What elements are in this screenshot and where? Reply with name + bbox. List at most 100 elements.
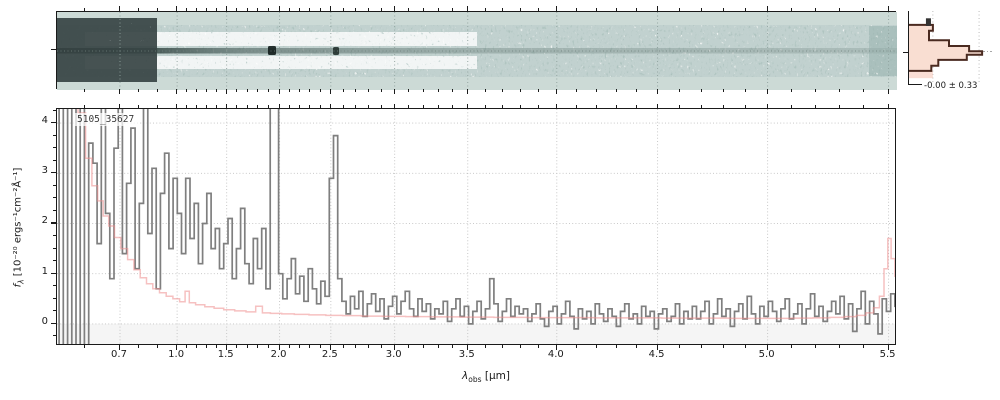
x-minor-tick-top	[422, 105, 424, 108]
y-minor-tick	[53, 134, 56, 136]
x-minor-tick-top	[596, 105, 598, 108]
spec2d-bottom-tick	[656, 89, 658, 94]
spec2d-bottom-minor-tick	[215, 89, 217, 92]
y-tick-label: 2	[41, 215, 48, 227]
spec2d-bottom-minor-tick	[636, 89, 638, 92]
x-minor-tick-top	[815, 105, 817, 108]
spec2d-top-minor-tick	[309, 8, 311, 11]
x-minor-tick	[596, 345, 598, 348]
x-minor-tick-top	[236, 105, 238, 108]
spec2d-top-minor-tick	[815, 8, 817, 11]
x-major-tick	[176, 345, 178, 350]
x-minor-tick-top	[744, 105, 746, 108]
y-axis-subscript: λ	[16, 279, 26, 284]
x-major-tick	[555, 345, 557, 350]
x-minor-tick-top	[380, 105, 382, 108]
spec2d-top-tick	[329, 6, 331, 11]
y-minor-tick	[53, 184, 56, 186]
x-minor-tick	[408, 345, 410, 348]
x-tick-label: 1.0	[168, 349, 185, 360]
spec2d-top-minor-tick	[437, 8, 439, 11]
x-minor-tick	[186, 345, 188, 348]
spec2d-bottom-tick	[887, 89, 889, 94]
y-minor-tick	[53, 247, 56, 249]
x-minor-tick	[319, 345, 321, 348]
spec2d-top-minor-tick	[138, 8, 140, 11]
x-minor-tick	[246, 345, 248, 348]
spec2d-bottom-minor-tick	[422, 89, 424, 92]
spec2d-left-tick	[51, 49, 56, 51]
x-minor-tick-top	[636, 105, 638, 108]
x-minor-tick-top	[83, 105, 85, 108]
x-minor-tick-top	[205, 105, 207, 108]
x-tick-label: 4.5	[648, 349, 665, 360]
error-series	[77, 109, 895, 320]
x-minor-tick	[744, 345, 746, 348]
spec2d-bottom-minor-tick	[236, 89, 238, 92]
spec2d-bottom-tick	[329, 89, 331, 94]
x-minor-tick	[83, 345, 85, 348]
histogram-left-tick	[903, 51, 908, 53]
x-minor-tick	[452, 345, 454, 348]
x-tick-label: 1.5	[217, 349, 234, 360]
x-axis-label: λobs [μm]	[406, 370, 566, 384]
y-tick-label: 4	[41, 115, 48, 127]
y-tick-label: 0	[41, 315, 48, 327]
x-minor-tick-top	[437, 105, 439, 108]
x-tick-label: 5.0	[758, 349, 775, 360]
spec2d-top-minor-tick	[236, 8, 238, 11]
spec2d-top-tick	[887, 6, 889, 11]
spec2d-bottom-tick	[466, 89, 468, 94]
x-minor-tick-top	[246, 105, 248, 108]
flux-series	[58, 109, 895, 344]
x-minor-tick	[502, 345, 504, 348]
y-minor-tick	[53, 109, 56, 111]
x-major-tick-top	[466, 104, 468, 108]
x-minor-tick	[268, 345, 270, 348]
spec2d-bottom-minor-tick	[616, 89, 618, 92]
x-minor-tick-top	[268, 105, 270, 108]
spec2d-bottom-minor-tick	[744, 89, 746, 92]
histogram-peak-marker	[925, 18, 931, 26]
spec2d-bottom-minor-tick	[288, 89, 290, 92]
spec2d-bottom-minor-tick	[368, 89, 370, 92]
x-minor-tick	[288, 345, 290, 348]
spec2d-top-minor-tick	[157, 8, 159, 11]
spectrum-1d-panel: 5105_35627	[56, 108, 896, 345]
spectrum-2d-panel	[56, 11, 897, 90]
spec2d-bottom-tick	[766, 89, 768, 94]
x-major-tick	[225, 345, 227, 350]
x-major-tick	[393, 345, 395, 350]
x-minor-tick-top	[678, 105, 680, 108]
spec2d-top-tick	[466, 6, 468, 11]
x-minor-tick-top	[722, 105, 724, 108]
x-minor-tick	[236, 345, 238, 348]
x-minor-tick	[215, 345, 217, 348]
x-minor-tick-top	[616, 105, 618, 108]
spec2d-top-minor-tick	[422, 8, 424, 11]
x-tick-label: 2.5	[321, 349, 338, 360]
spec2d-bottom-minor-tick	[186, 89, 188, 92]
spec2d-top-tick	[119, 6, 120, 11]
x-minor-tick	[422, 345, 424, 348]
x-minor-tick	[380, 345, 382, 348]
x-minor-tick-top	[700, 105, 702, 108]
histogram-stats-label: -0.00 ± 0.33	[924, 81, 978, 91]
x-minor-tick-top	[157, 105, 159, 108]
x-major-tick-top	[656, 104, 658, 108]
x-minor-tick-top	[863, 105, 865, 108]
spec2d-top-tick	[176, 6, 178, 11]
spec2d-top-minor-tick	[596, 8, 598, 11]
spec2d-bottom-minor-tick	[839, 89, 841, 92]
x-minor-tick	[636, 345, 638, 348]
x-major-tick-top	[393, 104, 395, 108]
spec2d-top-minor-tick	[342, 8, 344, 11]
x-tick-label: 4.0	[547, 349, 564, 360]
emission-knot-2	[333, 47, 339, 55]
x-minor-tick-top	[186, 105, 188, 108]
x-minor-tick	[205, 345, 207, 348]
histogram-tail-fill	[909, 70, 933, 79]
spec2d-top-minor-tick	[452, 8, 454, 11]
x-minor-tick	[863, 345, 865, 348]
spec2d-bottom-minor-tick	[138, 89, 140, 92]
